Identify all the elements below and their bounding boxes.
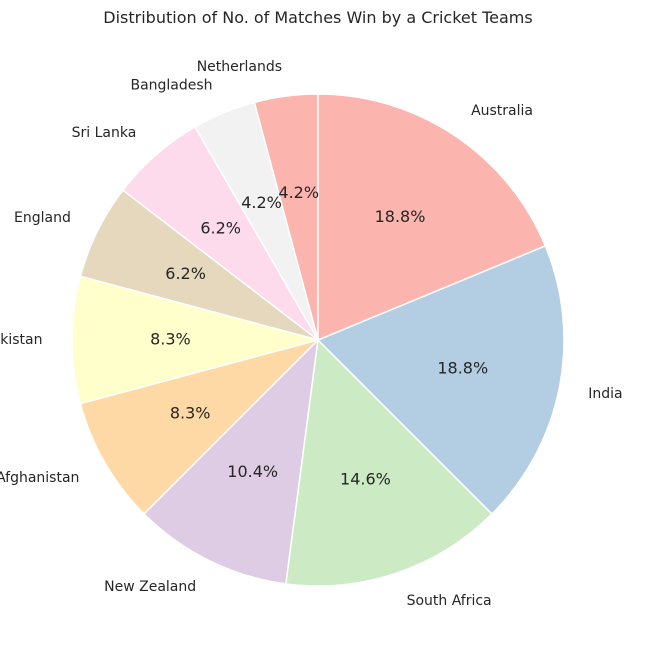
slice-label-new-zealand: New Zealand <box>104 579 196 595</box>
pct-label-south-africa: 14.6% <box>340 469 391 488</box>
pct-label-afghanistan: 8.3% <box>170 403 211 422</box>
pie-slice-south-africa <box>285 338 494 587</box>
pie-slice-afghanistan <box>79 338 321 516</box>
pie-slice-pakistan <box>71 275 321 405</box>
percentage-labels: 4.2%4.2%6.2%6.2%8.3%8.3%10.4% 14.6%18.8%1… <box>150 183 488 488</box>
slice-label-south-africa: South Africa <box>407 593 492 609</box>
slice-label-india: India <box>588 386 622 402</box>
pct-label-new-zealand: 10.4% <box>227 462 278 481</box>
pct-label-australia: 18.8% <box>375 207 426 226</box>
slice-label-bangladesh: Bangladesh <box>130 77 212 93</box>
pie-slice-india <box>316 244 565 516</box>
slice-label-australia: Australia <box>471 103 533 119</box>
pct-label-sri-lanka: 6.2% <box>200 219 241 238</box>
pct-label-bangladesh: 4.2% <box>241 193 282 212</box>
pie-slice-new-zealand <box>142 337 320 585</box>
slice-label-pakistan: Pakistan <box>0 332 42 348</box>
pct-label-pakistan: 8.3% <box>150 330 191 349</box>
pct-label-netherlands: 4.2% <box>278 183 319 202</box>
slice-labels: Netherlands Bangladesh Sri Lanka England Pak… <box>0 59 623 609</box>
slice-label-afghanistan: Afghanistan <box>0 470 79 486</box>
slice-label-england: England <box>14 210 71 226</box>
pct-label-india: 18.8% <box>437 358 488 377</box>
pie-slice-australia <box>317 93 547 342</box>
chart-title: Distribution of No. of Matches Win by a … <box>103 8 532 27</box>
slice-label-sri-lanka: Sri Lanka <box>72 125 137 141</box>
pie-slices <box>71 93 565 587</box>
slice-label-netherlands: Netherlands <box>197 59 282 75</box>
pct-label-england: 6.2% <box>165 264 206 283</box>
